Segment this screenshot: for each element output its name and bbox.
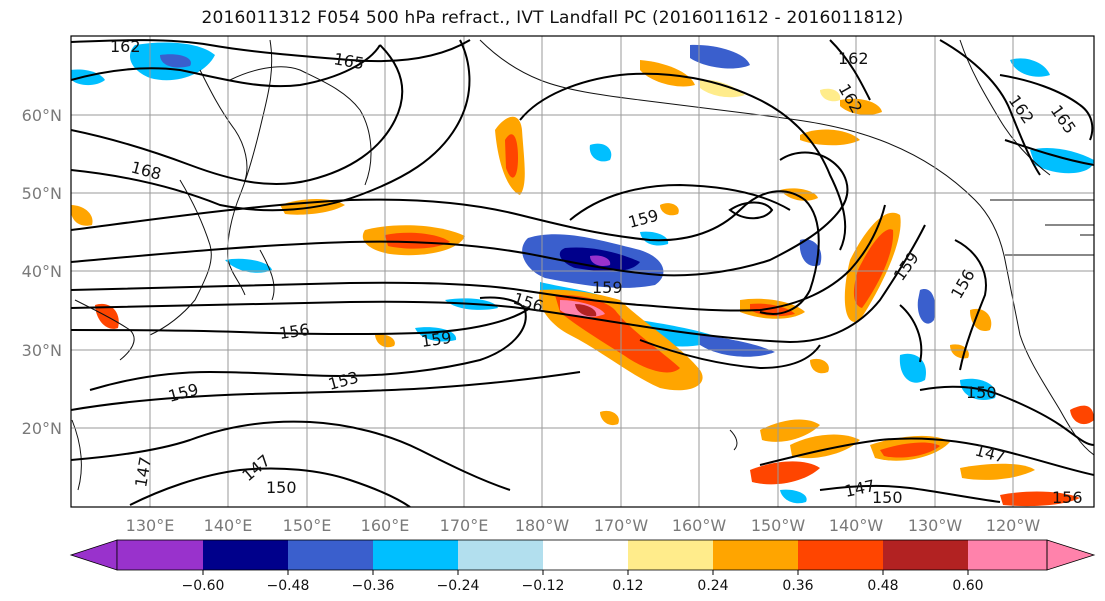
lon-label: 160°W (672, 516, 727, 535)
lon-label: 180°W (515, 516, 570, 535)
colorbar-tick-label: −0.36 (352, 578, 395, 594)
colorbar-segment (458, 540, 543, 570)
colorbar-tick-label: −0.24 (437, 578, 480, 594)
latitude-labels: 60°N 50°N 40°N 30°N 20°N (22, 106, 62, 438)
contour-label: 150 (966, 383, 997, 402)
lat-label: 40°N (22, 262, 62, 281)
contour-label: 159 (592, 278, 623, 297)
lat-label: 30°N (22, 341, 62, 360)
lat-label: 20°N (22, 419, 62, 438)
lon-label: 140°W (829, 516, 884, 535)
lon-label: 150°E (283, 516, 332, 535)
colorbar-tick-label: 0.12 (612, 578, 643, 594)
colorbar-segment (543, 540, 628, 570)
colorbar-segment (288, 540, 373, 570)
colorbar: −0.60 −0.48 −0.36 −0.24 −0.12 0.12 0.24 … (69, 539, 1096, 594)
colorbar-tick-label: 0.60 (952, 578, 983, 594)
shaded-field (71, 42, 1094, 507)
colorbar-extend-min (69, 539, 118, 571)
lat-label: 50°N (22, 184, 62, 203)
colorbar-tick-label: −0.12 (522, 578, 565, 594)
map-title: 2016011312 F054 500 hPa refract., IVT La… (201, 8, 904, 28)
contour-label: 150 (266, 478, 297, 497)
lon-label: 170°W (594, 516, 649, 535)
height-contours (71, 39, 1094, 507)
colorbar-segment (968, 540, 1047, 570)
lon-label: 150°W (751, 516, 806, 535)
coastlines (71, 39, 1094, 491)
graticule (71, 36, 1094, 507)
colorbar-segment (798, 540, 883, 570)
colorbar-segment (373, 540, 458, 570)
colorbar-tick-label: −0.60 (182, 578, 225, 594)
colorbar-tick-label: 0.24 (697, 578, 728, 594)
map-frame (70, 35, 1095, 508)
colorbar-segment (713, 540, 798, 570)
contour-label: 159 (420, 328, 453, 351)
contour-label: 162 (110, 37, 141, 56)
lat-label: 60°N (22, 106, 62, 125)
lon-label: 140°E (204, 516, 253, 535)
contour-label: 150 (872, 488, 903, 507)
lon-label: 130°W (908, 516, 963, 535)
colorbar-tick-label: 0.36 (782, 578, 813, 594)
longitude-labels: 130°E 140°E 150°E 160°E 170°E 180°W 170°… (126, 516, 1041, 535)
colorbar-frame (116, 539, 1048, 571)
lon-label: 120°W (986, 516, 1041, 535)
lon-label: 170°E (440, 516, 489, 535)
colorbar-segment (628, 540, 713, 570)
colorbar-segment (117, 540, 203, 570)
lon-label: 130°E (126, 516, 175, 535)
colorbar-tick-label: −0.48 (267, 578, 310, 594)
colorbar-extend-max (1046, 539, 1096, 571)
lon-label: 160°E (361, 516, 410, 535)
colorbar-segment (203, 540, 288, 570)
contour-label: 156 (1052, 488, 1083, 507)
colorbar-segment (883, 540, 968, 570)
contour-label: 162 (838, 49, 869, 68)
colorbar-tick-label: 0.48 (867, 578, 898, 594)
contour-label: 156 (278, 320, 311, 343)
